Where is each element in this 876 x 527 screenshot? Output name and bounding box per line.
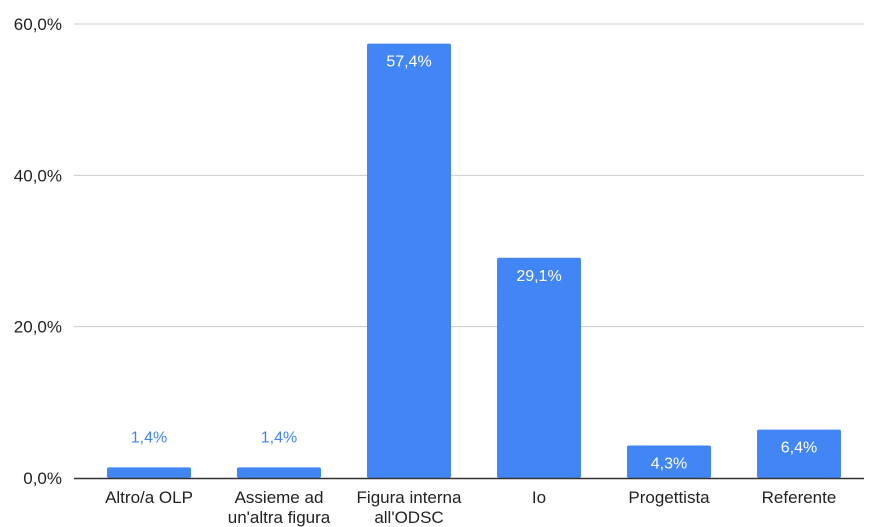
data-label: 1,4% bbox=[131, 429, 167, 446]
data-label: 1,4% bbox=[261, 429, 297, 446]
y-tick-label: 20,0% bbox=[14, 318, 62, 337]
bar bbox=[497, 257, 581, 478]
y-axis-tick-labels: 0,0% 20,0% 40,0% 60,0% bbox=[14, 15, 62, 488]
x-category-label: Progettista bbox=[628, 488, 710, 507]
x-category-label: un'altra figura bbox=[228, 508, 331, 527]
data-label: 29,1% bbox=[516, 268, 561, 285]
x-category-label: Io bbox=[532, 488, 546, 507]
y-tick-label: 0,0% bbox=[23, 469, 62, 488]
bar bbox=[757, 429, 841, 478]
data-labels: 1,4% 1,4% 57,4% 29,1% 4,3% 6,4% bbox=[131, 54, 817, 473]
x-category-label: Assieme ad bbox=[235, 488, 324, 507]
x-category-label: Altro/a OLP bbox=[105, 488, 193, 507]
data-label: 6,4% bbox=[781, 440, 817, 457]
x-category-label: all'ODSC bbox=[374, 508, 443, 527]
bar bbox=[367, 43, 451, 478]
y-tick-label: 40,0% bbox=[14, 166, 62, 185]
data-label: 57,4% bbox=[386, 54, 431, 71]
y-tick-label: 60,0% bbox=[14, 15, 62, 34]
bars bbox=[107, 43, 841, 478]
gridlines bbox=[74, 23, 864, 328]
bar bbox=[107, 467, 191, 478]
bar bbox=[627, 445, 711, 478]
x-category-label: Referente bbox=[762, 488, 837, 507]
bar bbox=[237, 467, 321, 478]
data-label: 4,3% bbox=[651, 455, 687, 472]
x-category-label: Figura interna bbox=[357, 488, 462, 507]
